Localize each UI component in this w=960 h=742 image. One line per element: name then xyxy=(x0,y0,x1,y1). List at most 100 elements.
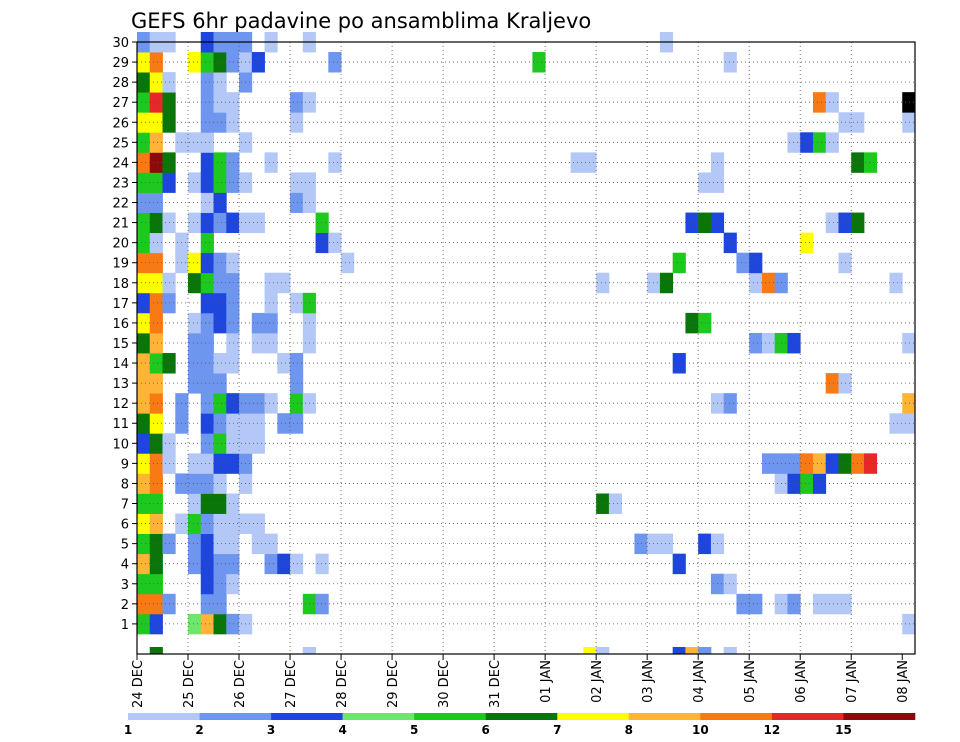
heat-cell xyxy=(200,52,214,73)
heat-cell xyxy=(226,152,240,173)
heat-cell xyxy=(149,353,163,374)
heat-cell xyxy=(532,52,546,73)
y-tick-label: 5 xyxy=(121,538,129,553)
colorbar-label: 2 xyxy=(195,723,203,737)
heat-cell xyxy=(137,573,151,595)
heat-cell xyxy=(213,312,227,334)
x-tick-label: 25 DEC xyxy=(182,660,197,708)
heat-cell xyxy=(264,533,278,555)
heat-cell xyxy=(188,52,202,73)
heat-cell xyxy=(137,513,151,535)
heat-cell xyxy=(328,52,342,73)
heat-cell xyxy=(723,393,737,414)
heat-cell xyxy=(902,332,916,354)
heat-cell xyxy=(596,647,610,655)
heat-cell xyxy=(277,553,291,575)
heat-cell xyxy=(213,172,227,193)
heat-cell xyxy=(137,433,151,454)
heat-cell xyxy=(812,92,827,113)
heat-cell xyxy=(264,152,278,173)
heat-cell xyxy=(188,312,202,334)
heat-cell xyxy=(200,433,214,454)
x-tick-label: 05 JAN xyxy=(743,660,758,703)
heat-cell xyxy=(749,593,763,615)
heat-cell xyxy=(213,52,227,73)
heat-cell xyxy=(200,172,214,193)
heat-cell xyxy=(149,92,163,113)
x-tick-label: 27 DEC xyxy=(284,660,299,708)
heat-cell xyxy=(226,493,240,514)
heat-cell xyxy=(200,533,214,555)
heat-cell xyxy=(889,413,903,434)
x-tick-label: 26 DEC xyxy=(233,660,248,708)
colorbar-swatch xyxy=(485,713,558,720)
colorbar-swatch xyxy=(557,713,630,720)
heat-cell xyxy=(149,332,163,354)
heat-cell xyxy=(672,353,686,374)
heat-cell xyxy=(149,373,163,394)
heat-cell xyxy=(149,453,163,474)
heat-cell xyxy=(290,393,304,414)
y-tick-label: 18 xyxy=(112,277,129,292)
heat-cell xyxy=(685,647,699,655)
heat-cell xyxy=(226,172,240,193)
heat-cell xyxy=(149,292,163,314)
colorbar-label: 15 xyxy=(835,723,852,737)
heat-cell xyxy=(226,353,240,374)
heat-cell xyxy=(226,433,240,454)
x-tick-label: 03 JAN xyxy=(641,660,656,703)
y-tick-label: 1 xyxy=(121,618,129,633)
y-tick-label: 24 xyxy=(112,156,129,171)
heat-cell xyxy=(264,312,278,334)
heat-cell xyxy=(800,473,814,494)
heat-cell xyxy=(200,393,214,414)
heat-cell xyxy=(200,192,214,213)
heat-cell xyxy=(290,192,304,213)
y-tick-label: 25 xyxy=(112,136,129,151)
heat-cell xyxy=(200,212,214,234)
heat-cell xyxy=(213,373,227,394)
colorbar-swatch xyxy=(771,713,844,720)
heat-cell xyxy=(226,513,240,535)
x-tick-label: 24 DEC xyxy=(131,660,146,708)
heat-cell xyxy=(277,413,291,434)
heat-cell xyxy=(149,513,163,535)
heat-cell xyxy=(226,573,240,595)
heat-cell xyxy=(149,52,163,73)
heat-cell xyxy=(137,373,151,394)
heat-cell xyxy=(787,332,801,354)
heat-cell xyxy=(672,553,686,575)
heat-cell xyxy=(341,252,355,274)
x-tick-label: 06 JAN xyxy=(794,660,809,703)
heat-cell xyxy=(137,613,151,635)
heat-cell xyxy=(137,132,151,153)
heat-cell xyxy=(251,212,265,234)
heat-cell xyxy=(685,212,699,234)
heat-cell xyxy=(213,393,227,414)
heat-cell xyxy=(698,172,712,193)
heat-cell xyxy=(302,647,316,655)
colorbar: 1 2 3 4 5 6 7 8 10 12 15 xyxy=(124,713,916,737)
heat-cell xyxy=(800,453,814,474)
heat-cell xyxy=(149,493,163,514)
heat-cell xyxy=(213,72,227,93)
heat-cell xyxy=(149,72,163,93)
heat-cell xyxy=(761,332,776,354)
y-tick-label: 27 xyxy=(112,96,129,111)
heat-cell xyxy=(226,252,240,274)
heat-cell xyxy=(290,172,304,193)
heat-cell xyxy=(226,453,240,474)
heat-cell xyxy=(787,453,801,474)
heat-cell xyxy=(137,453,151,474)
heat-cell xyxy=(188,473,202,494)
heat-cell xyxy=(149,647,163,655)
heat-cell xyxy=(213,513,227,535)
heat-cell xyxy=(290,553,304,575)
heat-cell xyxy=(749,332,763,354)
heat-cell xyxy=(200,513,214,535)
heat-cell xyxy=(736,593,750,615)
heat-cell xyxy=(213,92,227,113)
y-tick-label: 3 xyxy=(121,578,129,593)
heat-cell xyxy=(149,212,163,234)
